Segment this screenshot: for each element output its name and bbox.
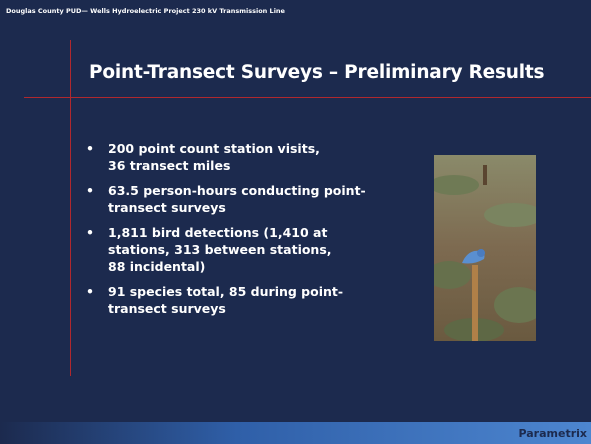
bullet-line: 36 transect miles <box>108 157 366 174</box>
horizontal-rule <box>24 97 591 98</box>
bullet-line: 91 species total, 85 during point- <box>108 283 366 300</box>
logo-text: Parametrix <box>518 427 587 440</box>
bullet-line: stations, 313 between stations, <box>108 241 366 258</box>
bullet-item: 200 point count station visits,36 transe… <box>84 140 366 174</box>
bird-photo <box>434 155 536 341</box>
vertical-rule <box>70 40 71 376</box>
bullet-item: 91 species total, 85 during point-transe… <box>84 283 366 317</box>
footer-bar: Parametrix <box>0 422 591 444</box>
bullet-line: 200 point count station visits, <box>108 140 366 157</box>
bullet-line: transect surveys <box>108 199 366 216</box>
header-text: Douglas County PUD— Wells Hydroelectric … <box>6 7 285 15</box>
bullet-line: 63.5 person-hours conducting point- <box>108 182 366 199</box>
bullet-line: 88 incidental) <box>108 258 366 275</box>
slide: Douglas County PUD— Wells Hydroelectric … <box>0 0 591 444</box>
slide-title: Point-Transect Surveys – Preliminary Res… <box>89 62 544 83</box>
bullet-line: 1,811 bird detections (1,410 at <box>108 224 366 241</box>
bullet-item: 1,811 bird detections (1,410 atstations,… <box>84 224 366 275</box>
bullet-item: 63.5 person-hours conducting point-trans… <box>84 182 366 216</box>
bullet-list: 200 point count station visits,36 transe… <box>84 140 366 325</box>
bullet-line: transect surveys <box>108 300 366 317</box>
